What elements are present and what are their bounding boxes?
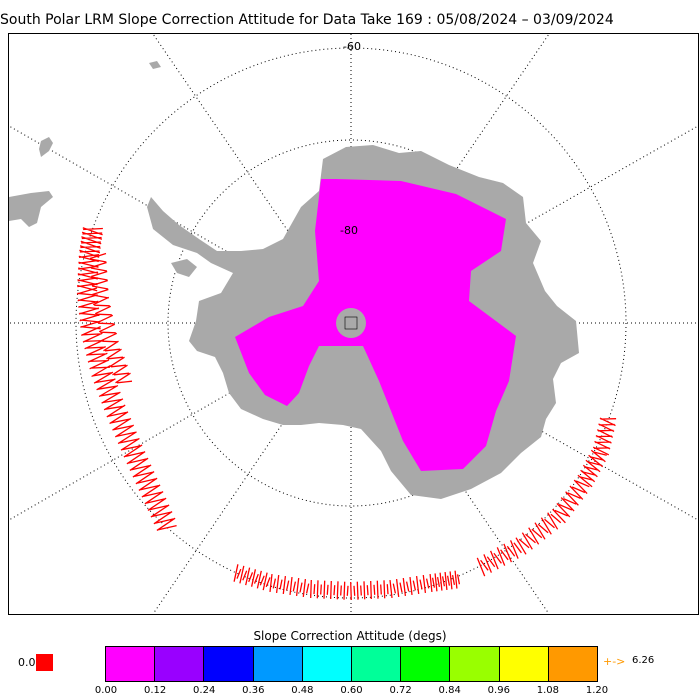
high-value-arrow: +-> [603,655,626,668]
track-segment [89,252,133,384]
colorbar-segment [352,647,402,681]
pole-marker [344,316,358,330]
lat-label-80: -80 [340,224,358,237]
polar-map-frame: -60 -80 [8,33,699,615]
track-segment [476,417,617,577]
colorbar-tick-label: 0.24 [193,685,216,696]
colorbar-tick-label: 0.84 [438,685,461,696]
colorbar-segment [302,647,353,681]
colorbar-segment [499,647,549,681]
high-value-label: 6.26 [632,655,655,666]
island-shape [39,137,53,157]
colorbar-segment [548,647,598,681]
colorbar-tick-label: 0.36 [242,685,265,696]
slope-data-coverage [235,179,516,471]
colorbar-segment [450,647,500,681]
island-shape [149,61,161,69]
colorbar-tick-label: 1.20 [585,685,609,696]
track-segment [233,564,461,601]
colorbar-tick-label: 0.00 [94,685,118,696]
colorbar-segment [253,647,303,681]
colorbar-tick-label: 0.48 [291,685,314,696]
island-shape [171,259,197,277]
map-title: South Polar LRM Slope Correction Attitud… [0,12,614,28]
colorbar-tick-label: 0.96 [487,685,510,696]
polar-map [9,34,698,614]
ground-tracks [76,227,617,601]
colorbar-segment [155,647,205,681]
lat-label-60: -60 [343,40,361,53]
colorbar-tick-label: 0.12 [143,685,167,696]
colorbar-segment [204,647,254,681]
colorbar-segment [106,647,156,681]
track-segment [76,227,177,531]
colorbar [105,646,598,682]
legend-title: Slope Correction Attitude (degs) [253,629,447,643]
low-value-label: 0.0 [18,656,36,669]
colorbar-segment [401,647,451,681]
low-value-swatch [36,654,53,671]
island-shape [9,191,53,227]
colorbar-tick-label: 1.08 [536,685,560,696]
colorbar-tick-label: 0.60 [340,685,363,696]
colorbar-tick-label: 0.72 [389,685,412,696]
pole-hole [336,308,366,338]
